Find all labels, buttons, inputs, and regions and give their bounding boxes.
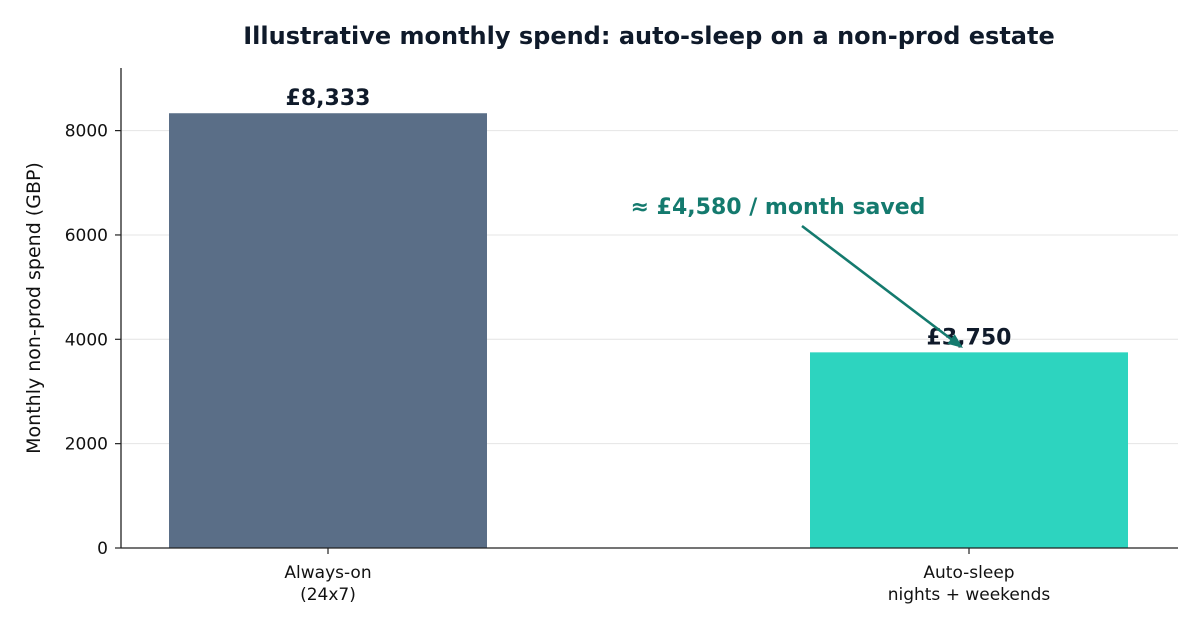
- y-tick-label: 0: [97, 539, 108, 559]
- x-tick-label: (24x7): [300, 585, 356, 605]
- bar-value-label: £8,333: [286, 86, 371, 111]
- chart-title: Illustrative monthly spend: auto-sleep o…: [243, 22, 1055, 50]
- y-tick-label: 2000: [65, 435, 108, 455]
- annotation-arrow: [801, 224, 963, 348]
- arrow-head: [947, 334, 963, 348]
- y-tick-label: 6000: [65, 226, 108, 246]
- bar: [169, 113, 487, 549]
- x-tick-label: nights + weekends: [888, 585, 1051, 605]
- bars: [169, 113, 1128, 549]
- x-tick-label: Always-on: [284, 563, 371, 583]
- y-tick-label: 8000: [65, 122, 108, 142]
- bar: [810, 352, 1128, 548]
- labels: 0 2000 4000 6000 8000 £8,333 Always-on(24x7) £3…: [65, 86, 1051, 605]
- savings-annotation: ≈ £4,580 / month saved: [631, 195, 926, 220]
- y-axis-label: Monthly non-prod spend (GBP): [23, 162, 45, 454]
- x-tick-label: Auto-sleep: [923, 563, 1014, 583]
- axes: [115, 68, 1178, 554]
- bar-value-label: £3,750: [927, 325, 1012, 350]
- y-tick-label: 4000: [65, 330, 108, 350]
- arrow-shaft: [801, 224, 956, 344]
